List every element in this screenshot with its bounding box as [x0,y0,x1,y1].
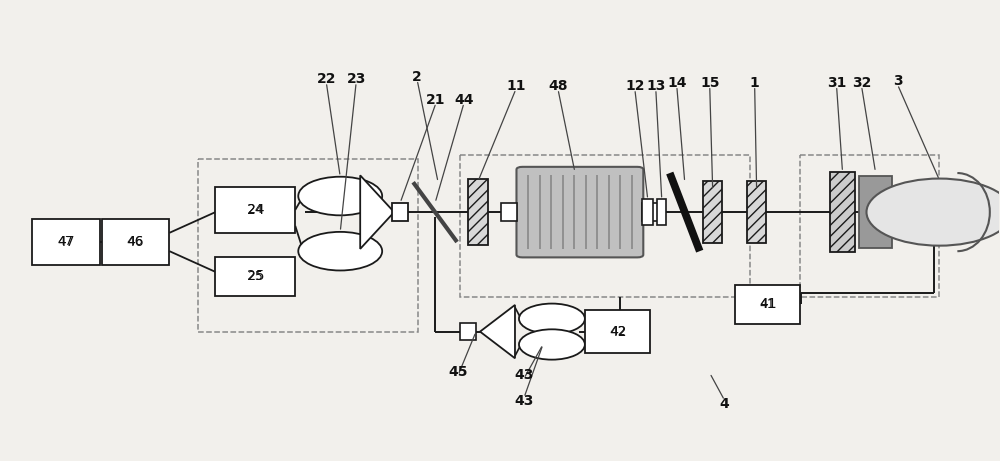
Bar [735,284,800,324]
Bar [703,181,722,243]
Text: 43: 43 [514,394,534,408]
Text: 47: 47 [57,235,74,249]
Bar [198,159,418,331]
Text: 41: 41 [759,297,776,311]
Text: 12: 12 [625,79,645,93]
Text: 11: 11 [506,79,526,93]
Text: 23: 23 [347,72,366,86]
Text: 42: 42 [610,325,626,338]
Text: 46: 46 [127,235,144,249]
Text: 31: 31 [827,76,846,89]
Bar [642,203,658,221]
Bar [215,257,295,296]
Bar [392,203,408,221]
Bar [460,154,750,297]
Text: 47: 47 [58,236,74,248]
Text: 42: 42 [609,325,627,339]
Text: 2: 2 [412,70,422,83]
Text: 13: 13 [646,79,665,93]
FancyBboxPatch shape [516,167,643,257]
Text: 32: 32 [852,76,871,89]
Text: 45: 45 [448,365,468,379]
Bar [460,323,476,340]
Circle shape [519,304,585,334]
Bar [657,200,666,225]
Text: 43: 43 [514,368,534,382]
Circle shape [519,329,585,360]
Text: 4: 4 [720,397,730,411]
Bar [102,219,169,265]
Circle shape [866,178,1000,246]
Text: 22: 22 [316,72,336,86]
Text: 1: 1 [750,76,760,89]
Text: 48: 48 [548,79,568,93]
Bar [468,179,488,245]
Text: 21: 21 [426,93,446,106]
Bar [859,177,892,248]
Circle shape [298,232,382,271]
Bar [747,181,766,243]
Text: 25: 25 [247,270,263,283]
Polygon shape [480,305,515,358]
Text: 14: 14 [667,76,687,89]
Bar [830,172,855,252]
Bar [32,219,100,265]
Bar [800,154,939,297]
Bar [585,310,650,354]
Polygon shape [360,175,394,249]
Circle shape [298,177,382,215]
Text: 24: 24 [247,203,264,217]
Text: 24: 24 [247,203,263,216]
Text: 44: 44 [454,93,474,106]
Text: 46: 46 [128,236,143,248]
Text: 25: 25 [247,270,264,284]
Bar [215,187,295,233]
Bar [642,200,653,225]
Text: 41: 41 [760,297,776,311]
Text: 3: 3 [893,74,902,88]
Bar [501,203,517,221]
Text: 15: 15 [700,76,719,89]
